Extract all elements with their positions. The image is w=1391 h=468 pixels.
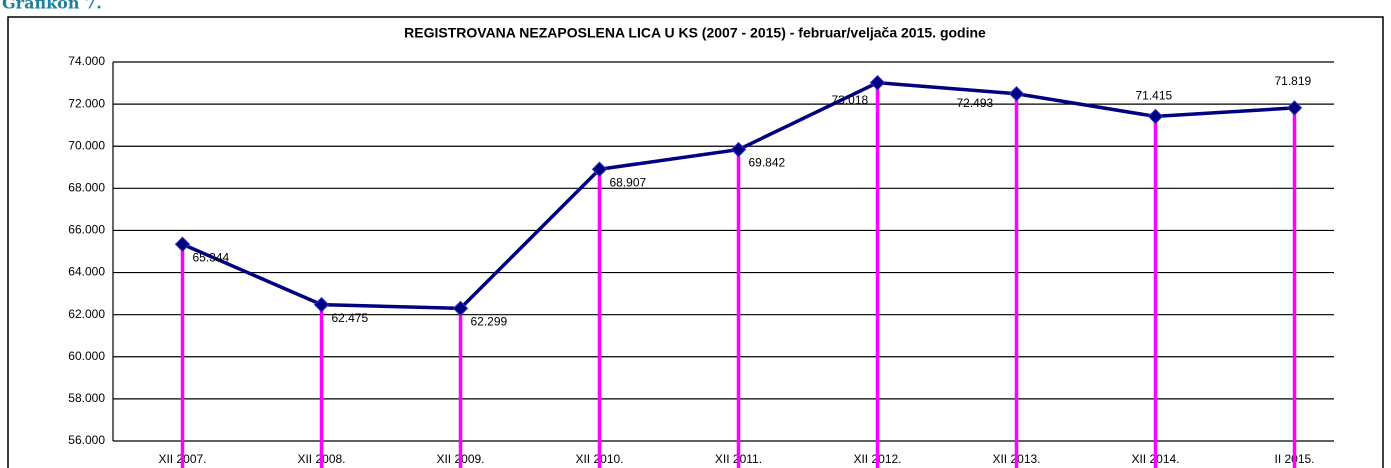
y-tick-label: 72.000: [68, 96, 105, 110]
marker: [591, 161, 608, 177]
y-tick-label: 66.000: [68, 223, 105, 237]
y-tick-label: 64.000: [68, 265, 105, 279]
data-label: 65.344: [193, 250, 230, 264]
marker: [313, 296, 330, 313]
y-tick-label: 74.000: [68, 54, 105, 68]
chart-frame: [7, 16, 1384, 468]
data-label: 73.018: [832, 93, 869, 107]
y-tick-label: 70.000: [68, 138, 105, 152]
data-label: 71.415: [1136, 89, 1173, 103]
data-label: 68.907: [610, 175, 647, 189]
marker: [174, 236, 191, 252]
marker: [1286, 100, 1303, 116]
marker: [869, 74, 886, 91]
marker: [1147, 108, 1164, 125]
y-tick-label: 62.000: [68, 307, 105, 321]
data-label: 62.475: [332, 311, 369, 325]
y-tick-label: 60.000: [68, 349, 105, 363]
data-label: 69.842: [749, 156, 786, 170]
y-tick-label: 56.000: [68, 433, 105, 447]
data-label: 71.819: [1275, 74, 1312, 88]
heading: Grafikon 7.: [2, 0, 102, 13]
y-tick-label: 68.000: [68, 181, 105, 195]
marker: [1008, 86, 1025, 102]
y-tick-label: 58.000: [68, 391, 105, 405]
marker: [730, 141, 747, 158]
data-label: 62.299: [471, 315, 508, 329]
marker: [452, 300, 469, 317]
data-label: 72.493: [957, 96, 994, 110]
chart-title: REGISTROVANA NEZAPOSLENA LICA U KS (2007…: [404, 25, 986, 41]
